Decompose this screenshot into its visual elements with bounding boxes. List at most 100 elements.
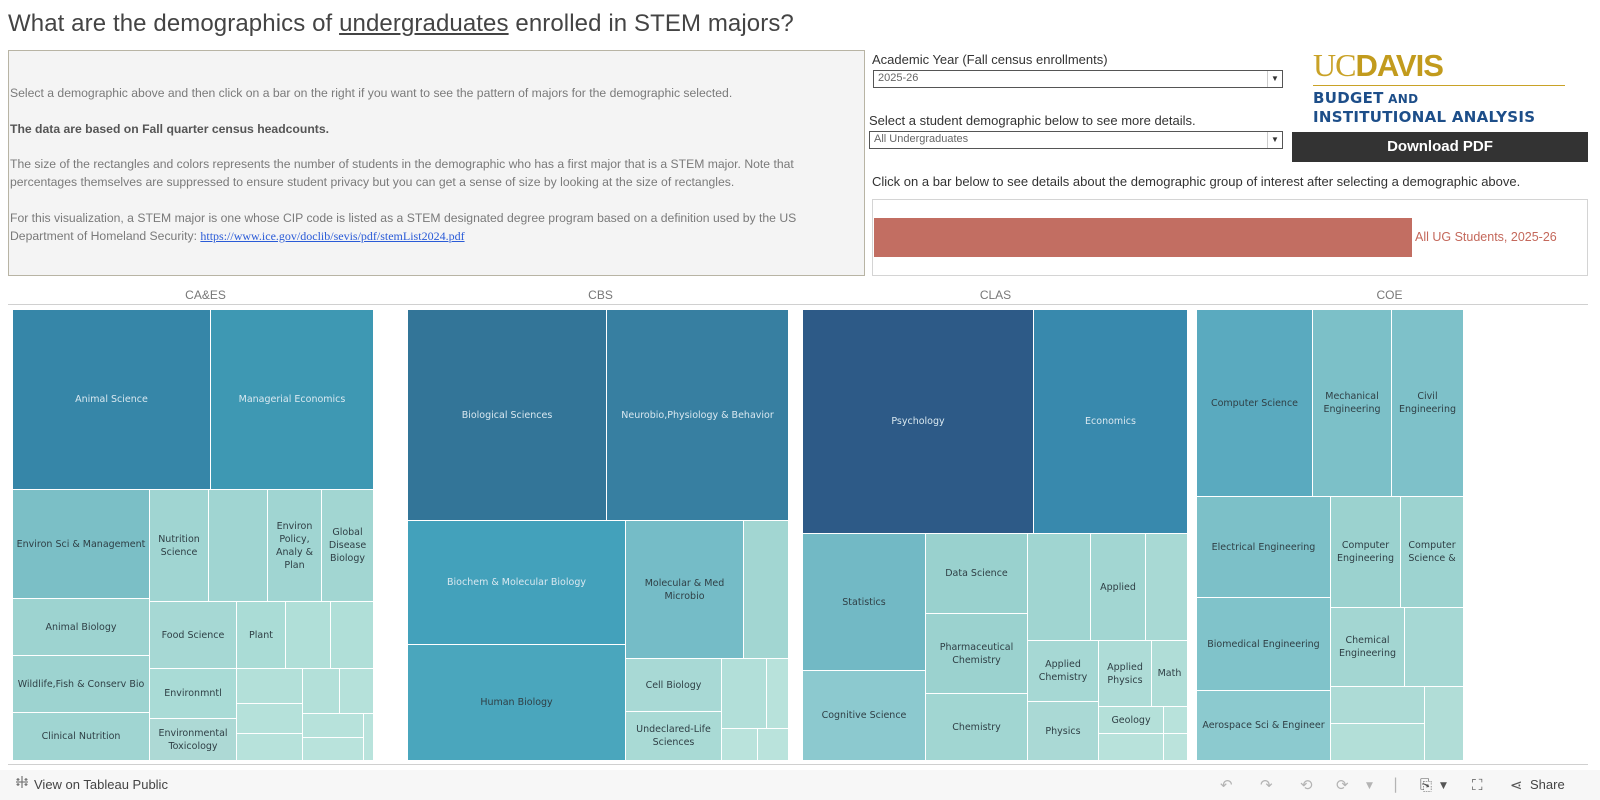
treemap-cell-caes[interactable] xyxy=(303,738,364,761)
treemap-cell-caes[interactable]: Animal Science xyxy=(13,310,211,490)
treemap-cell-caes[interactable]: Nutrition Science xyxy=(150,490,209,602)
treemap-cell-coe[interactable]: Computer Science & xyxy=(1401,497,1464,608)
instructions-panel: Select a demographic above and then clic… xyxy=(8,50,865,276)
treemap-cell-clas[interactable]: Geology xyxy=(1099,707,1164,734)
treemap-cell-caes[interactable]: Global Disease Biology xyxy=(322,490,374,602)
bar-hint-text: Click on a bar below to see details abou… xyxy=(872,174,1521,189)
treemap-cell-clas[interactable]: Cognitive Science xyxy=(803,671,926,761)
refresh-dropdown-icon[interactable]: ▼ xyxy=(1366,781,1373,791)
logo-and: AND xyxy=(1383,92,1419,106)
treemap-cell-clas[interactable]: Statistics xyxy=(803,534,926,671)
treemap-cell-clas[interactable]: Physics xyxy=(1028,702,1099,761)
treemap-cell-clas[interactable] xyxy=(1164,734,1188,761)
treemap-cell-cbs[interactable]: Molecular & Med Microbio xyxy=(626,521,744,659)
treemap-cell-coe[interactable]: Biomedical Engineering xyxy=(1197,598,1331,691)
revert-icon[interactable]: ⟲ xyxy=(1300,776,1313,794)
tableau-toolbar: View on Tableau Public ↶ ↷ ⟲ ⟳ ▼ | ⎘ ▼ ⛶… xyxy=(0,770,1600,800)
treemap-cell-caes[interactable]: Environ Sci & Management xyxy=(13,490,150,599)
logo-budget: BUDGET xyxy=(1313,89,1384,107)
treemap-cell-caes[interactable]: Animal Biology xyxy=(13,599,150,656)
treemap-cell-clas[interactable] xyxy=(1028,534,1091,641)
treemap-cell-cbs[interactable]: Neurobio,Physiology & Behavior xyxy=(607,310,789,521)
treemap-cell-coe[interactable] xyxy=(1425,687,1464,761)
academic-year-value: 2025-26 xyxy=(878,72,919,84)
treemap-cell-caes[interactable] xyxy=(303,714,364,738)
treemap-cell-cbs[interactable] xyxy=(758,729,789,761)
treemap-cell-caes[interactable]: Plant xyxy=(237,602,286,669)
treemap-cell-clas[interactable]: Math xyxy=(1152,641,1188,707)
treemap-cell-cbs[interactable] xyxy=(722,659,767,729)
treemap-cell-clas[interactable]: Data Science xyxy=(926,534,1028,614)
treemap-cell-coe[interactable] xyxy=(1405,608,1464,687)
treemap-cell-cbs[interactable]: Biological Sciences xyxy=(408,310,607,521)
academic-year-dropdown[interactable]: 2025-26 ▼ xyxy=(873,70,1283,88)
demographic-bar[interactable] xyxy=(874,218,1412,257)
demographic-dropdown[interactable]: All Undergraduates ▼ xyxy=(869,131,1283,149)
stem-list-link[interactable]: https://www.ice.gov/doclib/sevis/pdf/ste… xyxy=(200,229,465,243)
treemap-cell-caes[interactable] xyxy=(364,714,374,761)
treemap-cell-clas[interactable]: Pharmaceutical Chemistry xyxy=(926,614,1028,694)
treemap-cell-cbs[interactable]: Biochem & Molecular Biology xyxy=(408,521,626,645)
treemap-cell-clas[interactable]: Economics xyxy=(1034,310,1188,534)
refresh-icon[interactable]: ⟳ xyxy=(1336,776,1349,794)
treemap-cell-coe[interactable] xyxy=(1331,687,1425,724)
treemap-cell-coe[interactable]: Civil Engineering xyxy=(1392,310,1464,497)
treemap-cell-caes[interactable] xyxy=(331,602,374,669)
treemap-cell-coe[interactable]: Aerospace Sci & Engineer xyxy=(1197,691,1331,761)
demographic-bar-label: All UG Students, 2025-26 xyxy=(1415,230,1557,244)
page-title: What are the demographics of undergradua… xyxy=(8,10,794,38)
treemap-cell-clas[interactable]: Chemistry xyxy=(926,694,1028,761)
treemap-cell-cbs[interactable]: Undeclared-Life Sciences xyxy=(626,712,722,761)
view-on-tableau-link[interactable]: View on Tableau Public xyxy=(34,777,168,792)
download-icon[interactable]: ⎘ xyxy=(1420,776,1433,794)
treemap-cell-cbs[interactable] xyxy=(767,659,789,729)
treemap-cell-coe[interactable]: Chemical Engineering xyxy=(1331,608,1405,687)
chevron-down-icon[interactable]: ▼ xyxy=(1267,132,1282,148)
treemap-cell-clas[interactable] xyxy=(1164,707,1188,734)
treemap-cell-caes[interactable]: Environ Policy, Analy & Plan xyxy=(268,490,322,602)
treemap-cell-clas[interactable]: Applied Chemistry xyxy=(1028,641,1099,702)
treemap-cell-clas[interactable] xyxy=(1099,734,1164,761)
logo-uc: UC xyxy=(1313,47,1356,83)
demographic-value: All Undergraduates xyxy=(874,133,969,145)
instruction-text-4: For this visualization, a STEM major is … xyxy=(10,209,840,245)
treemap-cell-caes[interactable] xyxy=(237,704,303,734)
share-icon[interactable]: ⋖ xyxy=(1510,776,1523,794)
share-button[interactable]: Share xyxy=(1530,777,1565,792)
ucdavis-bia-logo: UCDAVIS BUDGET AND INSTITUTIONAL ANALYSI… xyxy=(1313,48,1569,127)
treemap-cell-caes[interactable]: Environmntl xyxy=(150,669,237,719)
treemap-cell-clas[interactable]: Applied xyxy=(1091,534,1146,641)
treemap-cell-caes[interactable] xyxy=(209,490,268,602)
treemap-cell-caes[interactable] xyxy=(237,734,303,761)
treemap-cell-cbs[interactable] xyxy=(744,521,789,659)
logo-davis: DAVIS xyxy=(1355,48,1443,83)
treemap-cell-caes[interactable]: Wildlife,Fish & Conserv Bio xyxy=(13,656,150,713)
chevron-down-icon[interactable]: ▼ xyxy=(1267,71,1282,87)
treemap-cell-caes[interactable]: Food Science xyxy=(150,602,237,669)
undo-icon[interactable]: ↶ xyxy=(1220,776,1233,794)
treemap-cell-coe[interactable] xyxy=(1331,724,1425,761)
treemap-cell-caes[interactable] xyxy=(237,669,303,704)
treemap-cell-caes[interactable] xyxy=(303,669,340,714)
treemap-cell-cbs[interactable] xyxy=(722,729,758,761)
treemap-cell-caes[interactable]: Environmental Toxicology xyxy=(150,719,237,761)
treemap-cell-clas[interactable]: Psychology xyxy=(803,310,1034,534)
treemap-cell-cbs[interactable]: Human Biology xyxy=(408,645,626,761)
treemap-cell-caes[interactable] xyxy=(286,602,331,669)
download-pdf-button[interactable]: Download PDF xyxy=(1292,132,1588,162)
treemap-cell-caes[interactable]: Managerial Economics xyxy=(211,310,374,490)
download-dropdown-icon[interactable]: ▼ xyxy=(1440,781,1447,791)
treemap-cell-clas[interactable]: Applied Physics xyxy=(1099,641,1152,707)
treemap-cell-coe[interactable]: Computer Science xyxy=(1197,310,1313,497)
treemap-cell-clas[interactable] xyxy=(1146,534,1188,641)
college-header-cbs: CBS xyxy=(588,288,613,302)
treemap-cell-coe[interactable]: Computer Engineering xyxy=(1331,497,1401,608)
treemap-cell-caes[interactable]: Clinical Nutrition xyxy=(13,713,150,761)
redo-icon[interactable]: ↷ xyxy=(1260,776,1273,794)
treemap-cell-caes[interactable] xyxy=(340,669,374,714)
treemap-cell-cbs[interactable]: Cell Biology xyxy=(626,659,722,712)
treemap-cell-coe[interactable]: Mechanical Engineering xyxy=(1313,310,1392,497)
fullscreen-icon[interactable]: ⛶ xyxy=(1472,776,1483,794)
treemap-cell-coe[interactable]: Electrical Engineering xyxy=(1197,497,1331,598)
